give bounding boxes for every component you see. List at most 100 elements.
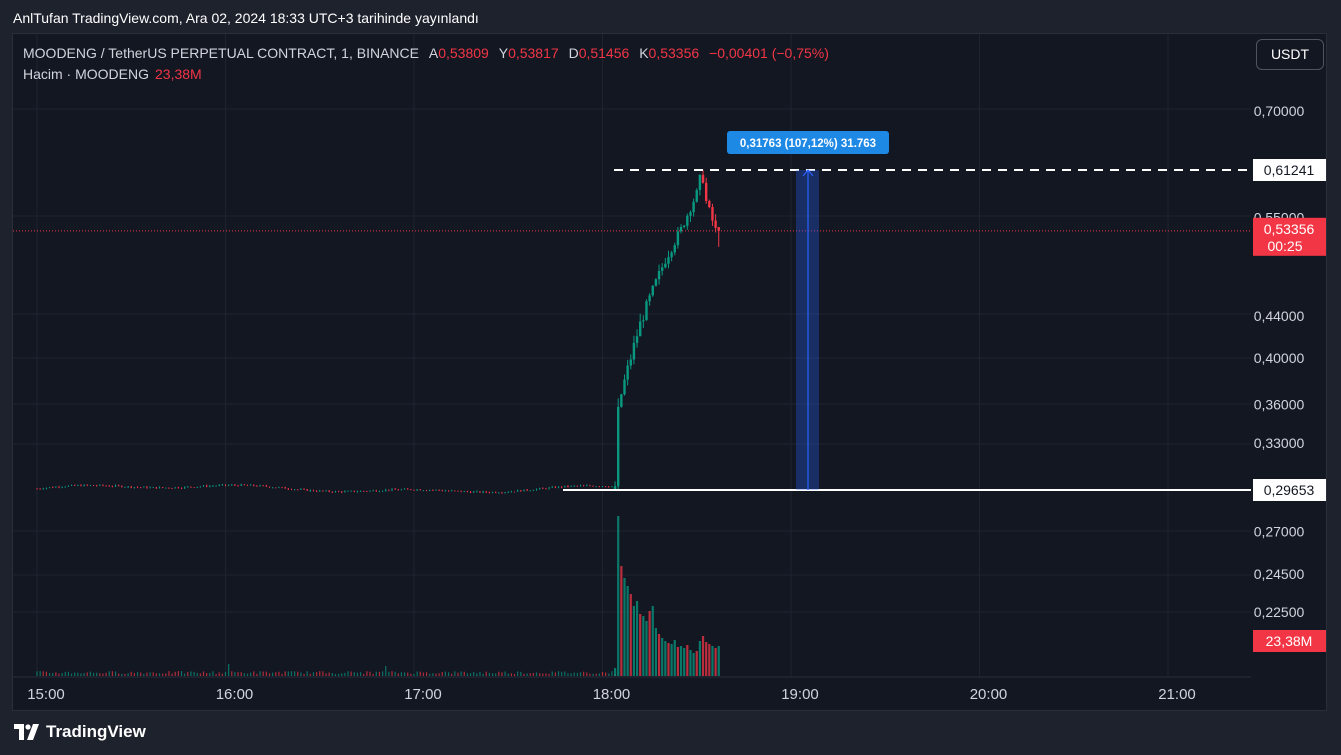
volume-bar bbox=[586, 672, 588, 676]
volume-bar bbox=[460, 671, 462, 676]
volume-bar bbox=[171, 673, 173, 676]
volume-bar bbox=[705, 642, 708, 676]
volume-bar bbox=[146, 672, 148, 676]
volume-bar bbox=[425, 672, 428, 676]
candle-body bbox=[551, 486, 553, 488]
candle-body bbox=[281, 487, 283, 489]
volume-bar bbox=[692, 653, 695, 676]
candle-body bbox=[350, 490, 352, 492]
low-label: D bbox=[568, 45, 579, 61]
candle-body bbox=[429, 489, 431, 491]
volume-bar bbox=[378, 671, 381, 676]
volume-bar bbox=[388, 671, 390, 676]
volume-bar bbox=[714, 648, 717, 676]
candle-body bbox=[642, 320, 645, 322]
volume-bar bbox=[136, 672, 139, 676]
volume-bar bbox=[535, 672, 538, 676]
footer-brand[interactable]: TradingView bbox=[14, 722, 146, 742]
candle-body bbox=[118, 485, 120, 487]
candle-body bbox=[369, 490, 371, 492]
volume-bar bbox=[265, 671, 267, 676]
volume-bar bbox=[523, 673, 525, 676]
candle-body bbox=[278, 487, 280, 489]
volume-bar bbox=[513, 673, 516, 676]
candle-body bbox=[228, 485, 230, 487]
y-tick-label: 0,22500 bbox=[1254, 604, 1305, 620]
candle-body bbox=[526, 489, 528, 491]
volume-bar bbox=[557, 671, 560, 676]
candle-body bbox=[479, 491, 481, 493]
change-value: −0,00401 (−0,75%) bbox=[709, 45, 829, 61]
candle-body bbox=[410, 489, 412, 491]
candle-body bbox=[77, 485, 79, 487]
candle-body bbox=[413, 489, 415, 491]
volume-bar bbox=[391, 671, 393, 676]
volume-bar bbox=[294, 671, 296, 676]
candle-body bbox=[592, 485, 594, 487]
candle-body bbox=[262, 485, 264, 487]
volume-bar bbox=[548, 673, 550, 676]
candle-body bbox=[45, 487, 47, 489]
candle-body bbox=[542, 488, 544, 490]
candle-body bbox=[250, 484, 252, 486]
candle-body bbox=[532, 490, 534, 492]
volume-bar bbox=[89, 671, 92, 676]
price-chart[interactable]: 0,700000,550000,440000,400000,360000,330… bbox=[13, 34, 1327, 711]
candle-body bbox=[58, 486, 60, 488]
candle-body bbox=[397, 489, 399, 491]
volume-bar bbox=[397, 673, 399, 676]
volume-label[interactable]: Hacim · MOODENG bbox=[23, 66, 149, 82]
candle-body bbox=[146, 486, 148, 489]
y-tick-label: 0,40000 bbox=[1254, 350, 1305, 366]
volume-bar bbox=[375, 671, 377, 676]
volume-bar bbox=[275, 672, 277, 676]
candle-body bbox=[347, 490, 349, 492]
volume-bar bbox=[507, 673, 509, 676]
x-tick-label: 17:00 bbox=[404, 686, 442, 703]
volume-bar bbox=[457, 672, 459, 676]
candle-body bbox=[338, 491, 340, 493]
volume-bar bbox=[689, 650, 692, 676]
volume-bar bbox=[259, 671, 261, 676]
candle-body bbox=[290, 489, 293, 491]
volume-bar bbox=[341, 673, 343, 676]
candle-body bbox=[218, 484, 220, 486]
volume-bar bbox=[193, 671, 195, 676]
volume-bar bbox=[268, 673, 271, 676]
candle-body bbox=[673, 245, 676, 253]
candle-body bbox=[657, 270, 661, 280]
candle-body bbox=[498, 492, 500, 494]
chart-frame[interactable]: 0,70000 0,55000 0,44000 0,40000 0,36000 0,330… bbox=[12, 33, 1327, 711]
volume-bar bbox=[429, 673, 431, 676]
volume-bar bbox=[218, 672, 220, 676]
candle-body bbox=[535, 489, 538, 491]
candle-body bbox=[39, 488, 41, 490]
candle-body bbox=[579, 485, 582, 487]
volume-bar bbox=[316, 672, 318, 676]
volume-bar bbox=[623, 578, 626, 676]
volume-bar bbox=[165, 673, 167, 676]
candle-body bbox=[385, 489, 387, 491]
volume-bar bbox=[124, 673, 126, 676]
volume-bar bbox=[74, 672, 76, 676]
volume-bar bbox=[438, 673, 440, 676]
candle-body bbox=[645, 301, 648, 321]
candle-body bbox=[93, 485, 95, 487]
close-value: 0,53356 bbox=[648, 45, 700, 61]
volume-bar bbox=[617, 516, 620, 676]
candle-body bbox=[598, 486, 600, 488]
currency-button[interactable]: USDT bbox=[1256, 39, 1324, 70]
candle-body bbox=[187, 486, 189, 488]
volume-bar bbox=[419, 671, 421, 676]
symbol-title[interactable]: MOODENG / TetherUS PERPETUAL CONTRACT, 1… bbox=[23, 45, 419, 61]
volume-bar bbox=[564, 671, 566, 676]
volume-bar bbox=[520, 671, 522, 676]
volume-bar bbox=[498, 671, 500, 676]
candle-body bbox=[432, 489, 434, 491]
candle-body bbox=[152, 487, 154, 489]
volume-bar bbox=[212, 671, 214, 676]
candle-body bbox=[589, 485, 591, 487]
volume-bar bbox=[598, 673, 600, 676]
volume-bar bbox=[70, 673, 73, 676]
open-value: 0,53809 bbox=[438, 45, 489, 61]
